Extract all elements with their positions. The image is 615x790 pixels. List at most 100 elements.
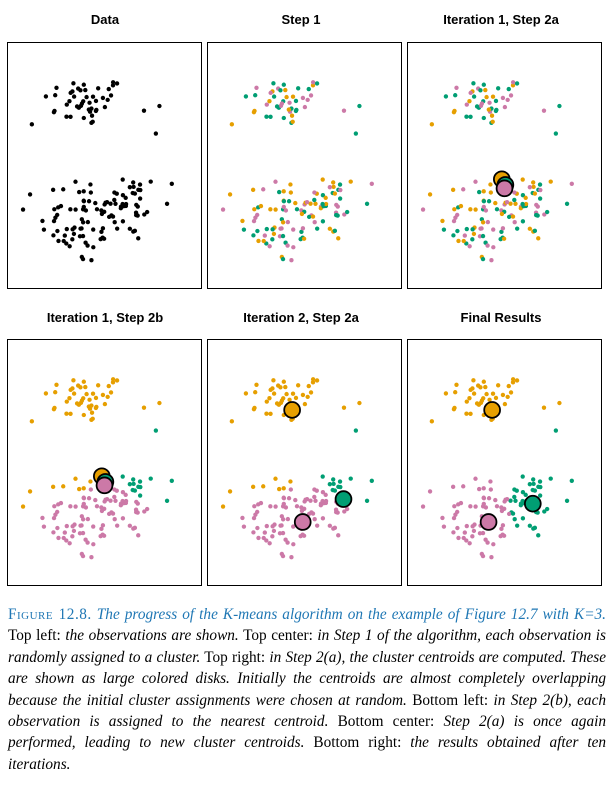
final-point — [520, 498, 525, 504]
iter2-point — [308, 390, 314, 395]
iter1b-point — [108, 498, 113, 503]
caption-s1-plain: Top left: — [8, 627, 61, 645]
iter1-point — [493, 98, 499, 104]
data-point — [67, 244, 72, 249]
iter2-point — [240, 515, 245, 521]
final-point — [456, 535, 461, 541]
data-point — [81, 115, 86, 121]
step1-point — [270, 237, 275, 242]
caption-title: The progress of the K-means algorithm on… — [96, 606, 606, 623]
step1-point — [300, 226, 306, 231]
data-point — [106, 214, 112, 220]
step1-point — [301, 236, 307, 241]
caption-s6-plain: Bottom right: — [313, 734, 402, 752]
data-point — [95, 86, 101, 91]
final-point — [538, 484, 543, 490]
iter2-centroid-orange — [283, 401, 301, 419]
data-point — [71, 94, 77, 99]
step1-point — [294, 207, 300, 212]
data-point — [87, 100, 92, 105]
iter1-point — [480, 256, 486, 262]
iter1b-point — [70, 534, 75, 539]
data-point — [29, 122, 35, 127]
step1-point — [334, 202, 339, 208]
iter1b-point — [61, 535, 66, 541]
iter2-point — [254, 382, 259, 387]
iter1b-point — [104, 496, 110, 502]
iter1b-point — [114, 523, 120, 528]
final-point — [471, 378, 476, 383]
iter1-point — [455, 228, 460, 234]
final-point — [498, 533, 503, 539]
iter1b-point — [85, 540, 90, 545]
iter1b-point — [157, 400, 162, 406]
data-point — [74, 104, 80, 109]
iter1-point — [499, 211, 505, 217]
data-point — [64, 114, 69, 119]
iter1-point — [441, 227, 447, 232]
final-point — [473, 476, 478, 481]
final-point — [471, 391, 477, 396]
iter2-point — [312, 487, 317, 492]
iter1-point — [514, 226, 520, 231]
data-point — [71, 81, 76, 86]
step1-point — [300, 95, 306, 101]
iter1-point — [443, 94, 449, 99]
iter1-point — [488, 190, 494, 195]
iter1-point — [502, 104, 508, 110]
iter1-point — [461, 187, 466, 192]
iter1-point — [440, 218, 445, 224]
data-point — [93, 98, 99, 104]
iter1b-point — [94, 504, 100, 509]
final-point — [487, 397, 492, 402]
iter1-point — [471, 94, 477, 99]
data-point — [137, 182, 143, 187]
iter2-point — [291, 524, 296, 529]
step1-point — [299, 211, 305, 217]
final-point — [505, 394, 510, 400]
final-point — [491, 542, 496, 547]
final-point — [536, 533, 541, 538]
step1-point — [267, 98, 272, 104]
final-point — [504, 496, 510, 502]
data-point — [70, 237, 75, 242]
data-point — [112, 190, 117, 195]
iter1b-point — [64, 399, 69, 404]
iter2-point — [251, 530, 256, 535]
iter1-point — [506, 214, 512, 220]
caption-s3-plain: Top right: — [204, 648, 266, 666]
data-point — [108, 201, 113, 206]
iter2-point — [287, 397, 292, 402]
iter2-point — [279, 523, 284, 528]
step1-point — [283, 208, 289, 213]
data-point — [79, 226, 84, 231]
data-point — [86, 107, 92, 112]
data-point — [58, 203, 64, 209]
iter1b-point — [93, 395, 99, 401]
panel-iter1-step2b — [7, 339, 202, 586]
iter2-point — [341, 405, 347, 410]
final-point — [467, 395, 472, 401]
final-point — [500, 392, 506, 398]
step1-point — [286, 107, 292, 112]
step1-point — [227, 192, 233, 197]
iter1b-point — [113, 498, 118, 503]
iter2-point — [279, 398, 285, 403]
iter2-point — [271, 391, 277, 396]
iter1b-point — [106, 383, 111, 389]
data-point — [98, 236, 103, 242]
data-point — [110, 214, 116, 219]
iter2-point — [327, 523, 333, 528]
iter2-point — [278, 385, 283, 390]
final-point — [501, 533, 507, 538]
final-point — [470, 524, 475, 529]
final-point — [462, 530, 467, 535]
step1-point — [262, 233, 267, 238]
data-point — [134, 202, 139, 208]
iter1-point — [480, 233, 486, 239]
iter1b-point — [106, 511, 112, 517]
iter1b-point — [68, 387, 73, 393]
iter1b-point — [138, 484, 143, 490]
iter1b-point — [93, 405, 99, 411]
iter2-point — [267, 395, 272, 401]
